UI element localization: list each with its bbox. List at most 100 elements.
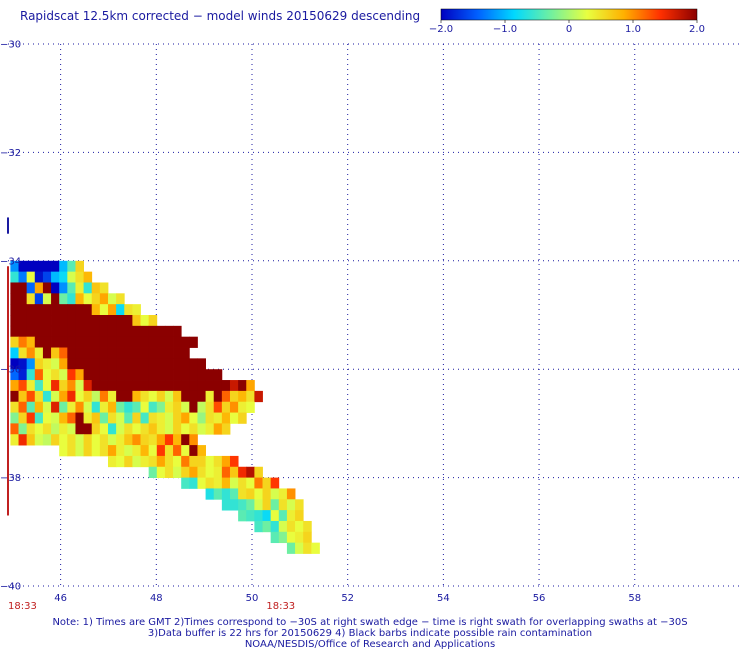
swath-cell	[51, 271, 60, 283]
swath-cell	[42, 315, 52, 327]
swath-cell	[91, 390, 101, 403]
swath-cell	[205, 390, 215, 403]
swath-cell	[91, 401, 101, 413]
swath-cell	[132, 412, 141, 424]
swath-cell	[91, 369, 101, 381]
swath-cell	[10, 336, 19, 348]
swath-cell	[295, 542, 304, 554]
swath-cell	[164, 336, 174, 348]
note-line-1: Note: 1) Times are GMT 2)Times correspon…	[52, 617, 688, 628]
swath-cell	[116, 434, 125, 446]
swath-cell	[10, 380, 19, 392]
swath-cell	[132, 315, 141, 327]
swath-cell	[67, 401, 76, 413]
swath-cell	[51, 293, 60, 305]
swath-cell	[59, 434, 68, 446]
swath-cell	[42, 282, 52, 294]
swath-cell	[83, 390, 93, 403]
swath-cell	[91, 315, 101, 327]
swath-cell	[238, 510, 247, 522]
swath-cell	[42, 423, 52, 435]
swath-cell	[18, 271, 28, 283]
swath-cell	[205, 380, 215, 392]
swath-cell	[124, 336, 133, 348]
swath-cells	[10, 260, 320, 554]
swath-cell	[213, 423, 223, 435]
swath-cell	[59, 445, 68, 457]
swath-cell	[10, 260, 19, 273]
swath-cell	[197, 390, 206, 403]
swath-cell	[42, 380, 52, 392]
swath-cell	[67, 336, 76, 348]
swath-cell	[148, 336, 158, 348]
swath-cell	[26, 336, 36, 348]
swath-cell	[59, 358, 68, 370]
swath-cell	[75, 325, 84, 338]
swath-cell	[83, 304, 93, 316]
swath-cell	[67, 304, 76, 316]
swath-cell	[189, 423, 198, 435]
swath-cell	[10, 347, 19, 359]
swath-cell	[262, 499, 272, 511]
swath-cell	[107, 358, 117, 370]
swath-cell	[270, 488, 280, 500]
swath-cell	[295, 520, 304, 533]
swath-cell	[173, 390, 182, 403]
swath-cell	[156, 412, 166, 424]
swath-cell	[67, 423, 76, 435]
swath-cell	[91, 423, 101, 435]
swath-cell	[107, 401, 117, 413]
swath-cell	[51, 358, 60, 370]
swath-cell	[34, 315, 44, 327]
swath-cell	[181, 358, 190, 370]
swath-cell	[262, 520, 272, 533]
swath-cell	[99, 445, 109, 457]
swath-cell	[124, 315, 133, 327]
swath-cell	[205, 488, 215, 500]
swath-cell	[295, 531, 304, 544]
swath-cell	[91, 412, 101, 424]
swath-cell	[99, 434, 109, 446]
swath-cell	[18, 434, 28, 446]
swath-cell	[59, 423, 68, 435]
swath-cell	[124, 390, 133, 403]
time-label: 18:33	[266, 601, 295, 612]
swath-cell	[107, 315, 117, 327]
swath-cell	[75, 358, 84, 370]
swath-cell	[286, 531, 296, 544]
swath-cell	[148, 315, 158, 327]
swath-cell	[181, 466, 190, 478]
swath-cell	[75, 423, 84, 435]
swath-cell	[116, 390, 125, 403]
swath-cell	[140, 455, 150, 468]
swath-cell	[18, 369, 28, 381]
swath-cell	[254, 466, 263, 478]
swath-cell	[99, 347, 109, 359]
swath-cell	[148, 325, 158, 338]
swath-cell	[116, 445, 125, 457]
swath-cell	[99, 401, 109, 413]
swath-cell	[197, 412, 206, 424]
swath-cell	[221, 412, 231, 424]
swath-cell	[75, 315, 84, 327]
swath-cell	[116, 336, 125, 348]
swath-cell	[51, 304, 60, 316]
swath-cell	[132, 380, 141, 392]
swath-cell	[99, 412, 109, 424]
swath-cell	[10, 369, 19, 381]
colorbar-bar	[440, 8, 698, 21]
swath-cell	[34, 401, 44, 413]
swath-cell	[75, 260, 84, 273]
swath-cell	[107, 434, 117, 446]
swath-cell	[83, 445, 93, 457]
swath-cell	[148, 423, 158, 435]
swath-cell	[238, 477, 247, 489]
swath-cell	[26, 293, 36, 305]
swath-cell	[10, 304, 19, 316]
swath-cell	[278, 520, 288, 533]
swath-cell	[213, 477, 223, 489]
swath-cell	[116, 380, 125, 392]
swath-cell	[34, 260, 44, 273]
swath-cell	[75, 445, 84, 457]
swath-cell	[59, 282, 68, 294]
